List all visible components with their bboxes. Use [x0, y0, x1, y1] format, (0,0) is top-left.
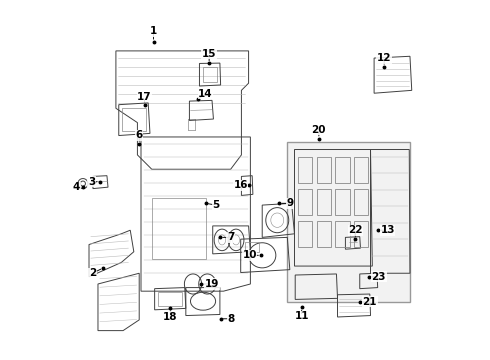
Text: 21: 21 — [363, 297, 377, 307]
Text: 23: 23 — [371, 272, 386, 282]
Text: 13: 13 — [380, 225, 395, 235]
Text: 6: 6 — [136, 130, 143, 140]
Text: 16: 16 — [233, 180, 248, 190]
Text: 12: 12 — [377, 53, 392, 63]
Text: 20: 20 — [312, 125, 326, 135]
Text: 15: 15 — [202, 49, 217, 59]
Text: 22: 22 — [348, 225, 363, 235]
Text: 18: 18 — [163, 312, 178, 322]
Text: 5: 5 — [213, 200, 220, 210]
Text: 11: 11 — [294, 311, 309, 321]
Text: 3: 3 — [88, 177, 95, 187]
Text: 2: 2 — [89, 268, 96, 278]
Text: 17: 17 — [137, 92, 152, 102]
Text: 1: 1 — [150, 26, 157, 36]
FancyBboxPatch shape — [287, 142, 410, 302]
Text: 8: 8 — [227, 314, 234, 324]
Text: 4: 4 — [73, 182, 80, 192]
Text: 19: 19 — [205, 279, 219, 289]
Text: 7: 7 — [227, 232, 234, 242]
Text: 9: 9 — [286, 198, 294, 208]
Text: 14: 14 — [198, 89, 213, 99]
Text: 10: 10 — [243, 250, 257, 260]
